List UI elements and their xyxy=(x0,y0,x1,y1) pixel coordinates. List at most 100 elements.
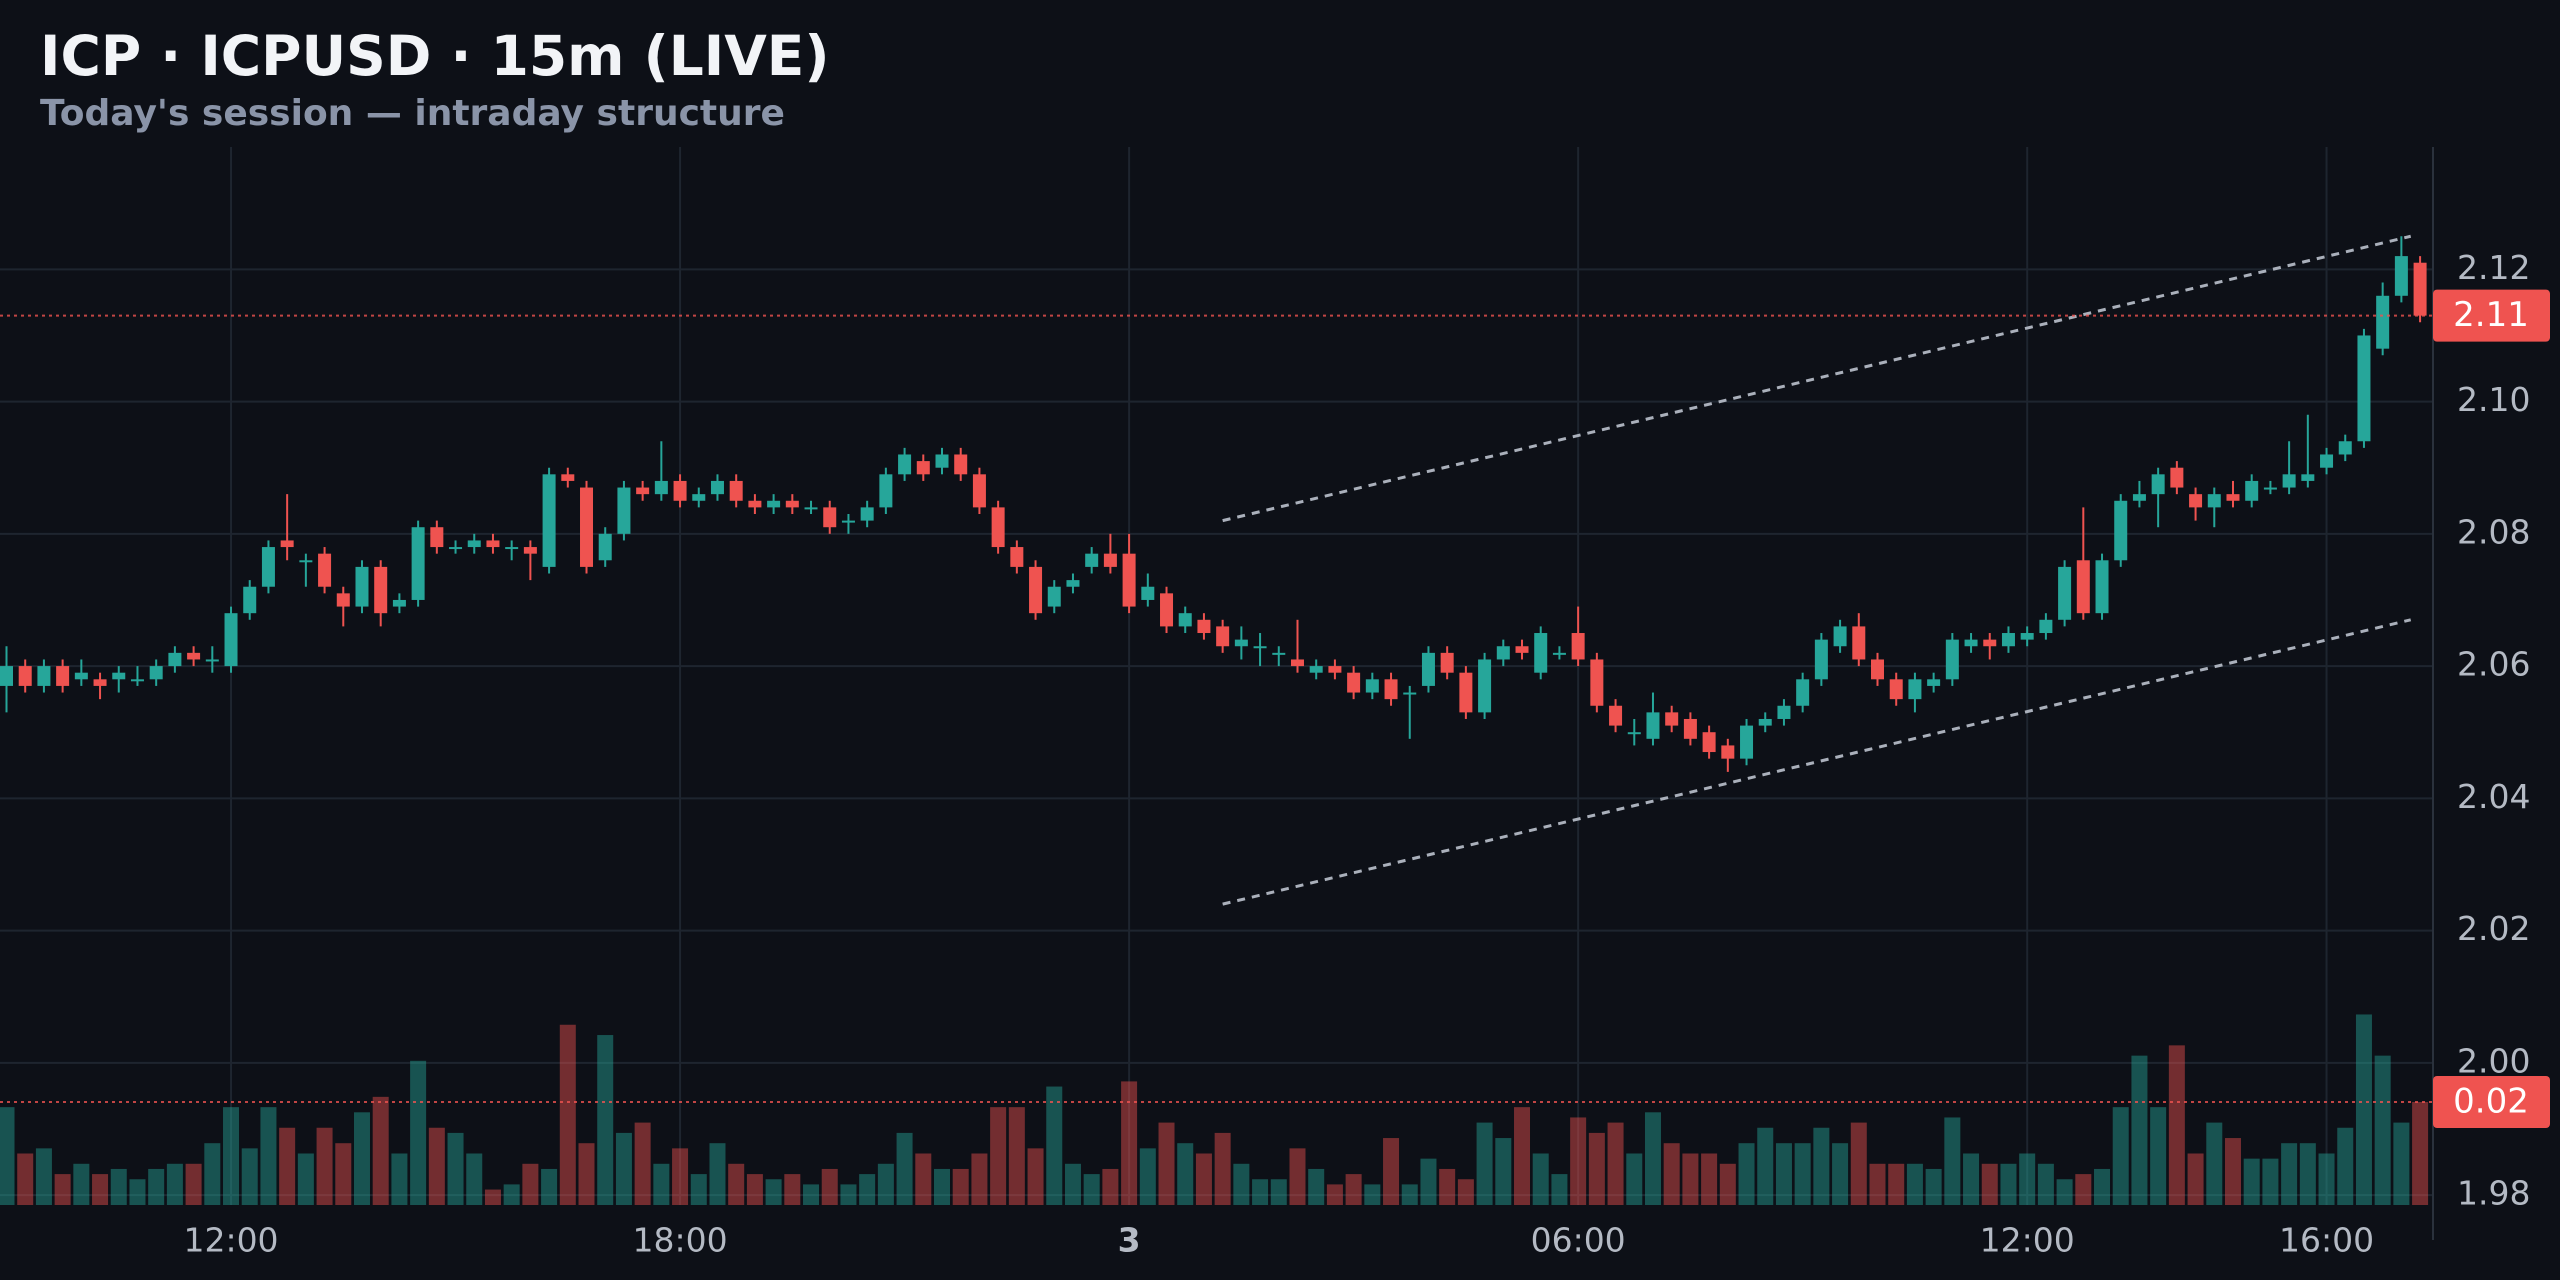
volume-bar xyxy=(410,1060,427,1205)
candle-body xyxy=(1141,586,1155,600)
candle-body xyxy=(1552,652,1566,655)
volume-bar xyxy=(391,1153,408,1205)
candle-body xyxy=(1571,633,1585,660)
candle-body xyxy=(1983,639,1997,647)
candle-body xyxy=(1590,659,1604,706)
candle-body xyxy=(1066,580,1080,587)
candle-body xyxy=(1833,626,1847,647)
volume-bar xyxy=(1401,1184,1418,1205)
candle-body xyxy=(2170,467,2184,488)
candle-body xyxy=(898,454,912,475)
candle-body xyxy=(2245,480,2259,501)
candle-body xyxy=(1496,646,1510,660)
candle-body xyxy=(916,461,930,475)
volume-bar xyxy=(129,1179,146,1205)
volume-bar xyxy=(2299,1143,2316,1205)
candle-body xyxy=(280,540,294,548)
volume-bar xyxy=(821,1168,838,1205)
x-tick-label: 18:00 xyxy=(633,1221,728,1260)
candle-body xyxy=(2039,619,2053,634)
candle-body xyxy=(1085,553,1099,567)
candle-body xyxy=(168,652,182,667)
candle-body xyxy=(748,500,762,508)
candle-body xyxy=(804,507,818,510)
candle-body xyxy=(2226,494,2240,501)
volume-bar xyxy=(2094,1168,2111,1205)
candle-body xyxy=(1683,718,1697,739)
volume-bar xyxy=(859,1174,876,1205)
volume-bar xyxy=(1832,1143,1849,1205)
volume-bar xyxy=(559,1024,576,1205)
candle-body xyxy=(580,487,594,567)
volume-bar xyxy=(1064,1163,1081,1205)
candle-body xyxy=(318,553,332,587)
volume-bar xyxy=(185,1163,202,1205)
volume-bar xyxy=(653,1163,670,1205)
candle-body xyxy=(1609,705,1623,726)
candle-body xyxy=(1702,732,1716,753)
candle-body xyxy=(2394,256,2408,296)
volume-bar xyxy=(971,1153,988,1205)
candle-body xyxy=(1309,666,1323,673)
candle-body xyxy=(1889,679,1903,700)
volume-bar xyxy=(0,1107,15,1205)
volume-bar xyxy=(1570,1117,1587,1205)
y-tick-label: 2.02 xyxy=(2457,909,2530,948)
candle-body xyxy=(823,507,837,528)
volume-bar xyxy=(166,1163,183,1205)
volume-bar xyxy=(428,1127,445,1205)
volume-bar xyxy=(1383,1138,1400,1205)
last-price-label: 2.11 xyxy=(2453,295,2529,335)
chart-subtitle: Today's session — intraday structure xyxy=(40,93,785,134)
candle-body xyxy=(954,454,968,475)
volume-bar xyxy=(1214,1132,1231,1205)
volume-bar xyxy=(1663,1143,1680,1205)
candle-body xyxy=(56,666,70,686)
volume-bar xyxy=(1083,1174,1100,1205)
candle-body xyxy=(2320,454,2334,468)
candle-body xyxy=(2357,335,2371,442)
candle-body xyxy=(2413,262,2427,316)
candle-body xyxy=(2301,474,2315,481)
volume-bar xyxy=(1888,1163,1905,1205)
candle-body xyxy=(935,454,949,468)
volume-bar xyxy=(1532,1153,1549,1205)
volume-bar xyxy=(896,1132,913,1205)
volume-bar xyxy=(2337,1127,2354,1205)
volume-bar xyxy=(1177,1143,1194,1205)
volume-bar xyxy=(1252,1179,1269,1205)
volume-bar xyxy=(1551,1174,1568,1205)
candle-body xyxy=(299,560,313,563)
volume-bar xyxy=(2075,1174,2092,1205)
trendline xyxy=(1222,234,2412,523)
volume-bar xyxy=(1158,1122,1175,1205)
volume-bar xyxy=(2243,1158,2260,1205)
volume-bar xyxy=(484,1189,501,1205)
y-tick-label: 2.10 xyxy=(2457,380,2530,419)
volume-bar xyxy=(2056,1179,2073,1205)
candle-body xyxy=(1871,659,1884,680)
candle-body xyxy=(879,474,893,508)
volume-bar xyxy=(952,1168,969,1205)
candle-body xyxy=(1665,712,1679,726)
candle-body xyxy=(767,500,781,508)
candle-body xyxy=(710,480,724,495)
candle-body xyxy=(2001,633,2015,647)
candle-body xyxy=(355,566,369,607)
volume-bar xyxy=(840,1184,857,1205)
candle-body xyxy=(243,586,257,614)
volume-bar xyxy=(17,1153,34,1205)
volume-bar xyxy=(1364,1184,1381,1205)
candle-body xyxy=(187,652,201,660)
candle-body xyxy=(2020,633,2034,640)
volume-bar xyxy=(2393,1122,2410,1205)
candle-body xyxy=(505,547,519,550)
volume-bar xyxy=(1925,1168,1942,1205)
candle-body xyxy=(617,487,631,534)
volume-bar xyxy=(110,1168,127,1205)
candle-body xyxy=(2151,474,2165,495)
volume-bar xyxy=(1270,1179,1287,1205)
volume-bar xyxy=(578,1143,595,1205)
candle-body xyxy=(74,672,88,680)
volume-bar xyxy=(597,1035,614,1205)
